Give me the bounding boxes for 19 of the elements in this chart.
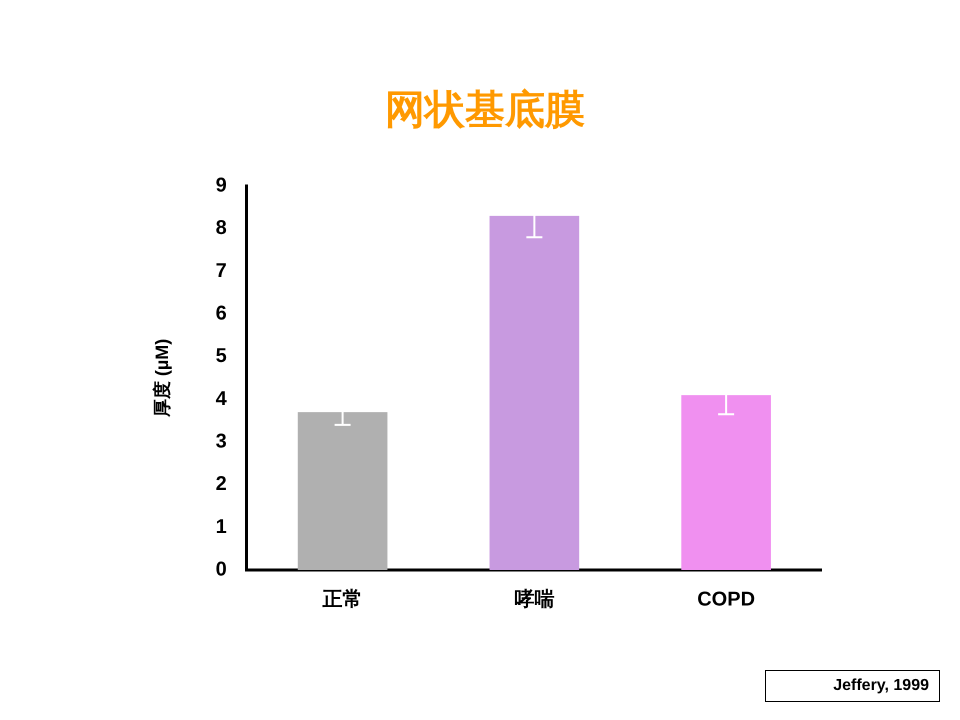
y-tick-label: 8 (216, 217, 227, 240)
x-tick-label: COPD (697, 588, 756, 611)
y-tick-label: 4 (216, 388, 228, 410)
text: Jeffery, 1999 (765, 670, 940, 702)
y-tick-label: 0 (216, 558, 227, 581)
y-tick-label: 7 (216, 260, 227, 282)
bar (490, 216, 580, 570)
y-tick-label: 1 (216, 516, 227, 538)
y-axis-title: 厚度 (µM) (152, 338, 172, 418)
y-tick-label: 3 (216, 430, 227, 453)
chart-title: 网状基底膜 (385, 88, 585, 132)
x-tick-label: 哮喘 (514, 588, 554, 611)
x-tick-label: 正常 (322, 588, 363, 611)
y-tick-label: 9 (216, 174, 227, 197)
y-tick-label: 2 (216, 473, 227, 496)
y-tick-label: 6 (216, 302, 227, 325)
bar (298, 412, 388, 570)
bar (681, 395, 771, 570)
y-tick-label: 5 (216, 345, 227, 368)
